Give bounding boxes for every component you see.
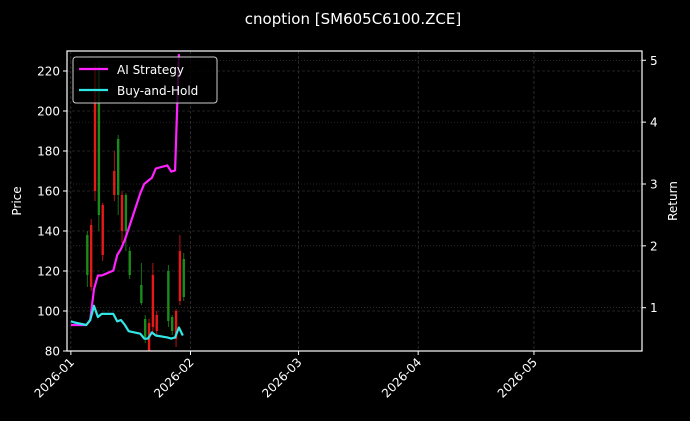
plot-frame (66, 50, 643, 352)
y-tick-label: 160 (37, 185, 60, 199)
y-tick-label: 100 (37, 305, 60, 319)
y-tick-label: 200 (37, 105, 60, 119)
y2-tick-label: 5 (650, 54, 658, 68)
y-tick-label: 120 (37, 265, 60, 279)
candlesticks (86, 61, 185, 351)
candle-body (170, 317, 174, 331)
y-tick-label: 140 (37, 225, 60, 239)
y2-tick-label: 2 (650, 239, 658, 253)
y-tick-label: 180 (37, 145, 60, 159)
candle-body (151, 275, 155, 327)
candle-body (113, 171, 116, 195)
candle-body (124, 195, 128, 231)
y2-tick-label: 4 (650, 116, 658, 130)
candle-body (155, 315, 158, 331)
y-axis-left: 80 100 120 140 160 180 200 220 (37, 65, 67, 359)
series-lines (70, 54, 184, 340)
legend-label-buy-and-hold: Buy-and-Hold (117, 84, 198, 98)
candle-body (86, 235, 89, 275)
candle-body (182, 259, 185, 297)
y2-tick-label: 1 (650, 301, 658, 315)
candle-body (143, 319, 147, 337)
y-tick-label: 80 (45, 345, 60, 359)
grid-lines (67, 51, 642, 351)
candle-body (167, 271, 170, 321)
y-tick-label: 220 (37, 65, 60, 79)
candle-body (140, 285, 143, 303)
candle-body (174, 311, 178, 339)
candle-body (128, 251, 131, 275)
y-axis-right: 1 2 3 4 5 (642, 54, 658, 315)
candle-body (93, 67, 97, 191)
candle-body (116, 139, 120, 195)
series-line-buy-and-hold (70, 304, 184, 340)
candle-body (178, 251, 182, 301)
candle-body (97, 67, 101, 215)
candle-body (89, 225, 93, 287)
legend-label-ai-strategy: AI Strategy (117, 63, 184, 77)
y-axis-label: Price (10, 186, 24, 215)
chart-title: cnoption [SM605C6100.ZCE] (245, 10, 461, 28)
series-line-ai-strategy (70, 54, 180, 327)
candle-body (101, 205, 104, 255)
y2-tick-label: 3 (650, 177, 658, 191)
legend: AI Strategy Buy-and-Hold (72, 56, 218, 104)
legend-box (72, 56, 218, 104)
y2-axis-label: Return (666, 181, 680, 221)
candle-body (120, 195, 124, 231)
